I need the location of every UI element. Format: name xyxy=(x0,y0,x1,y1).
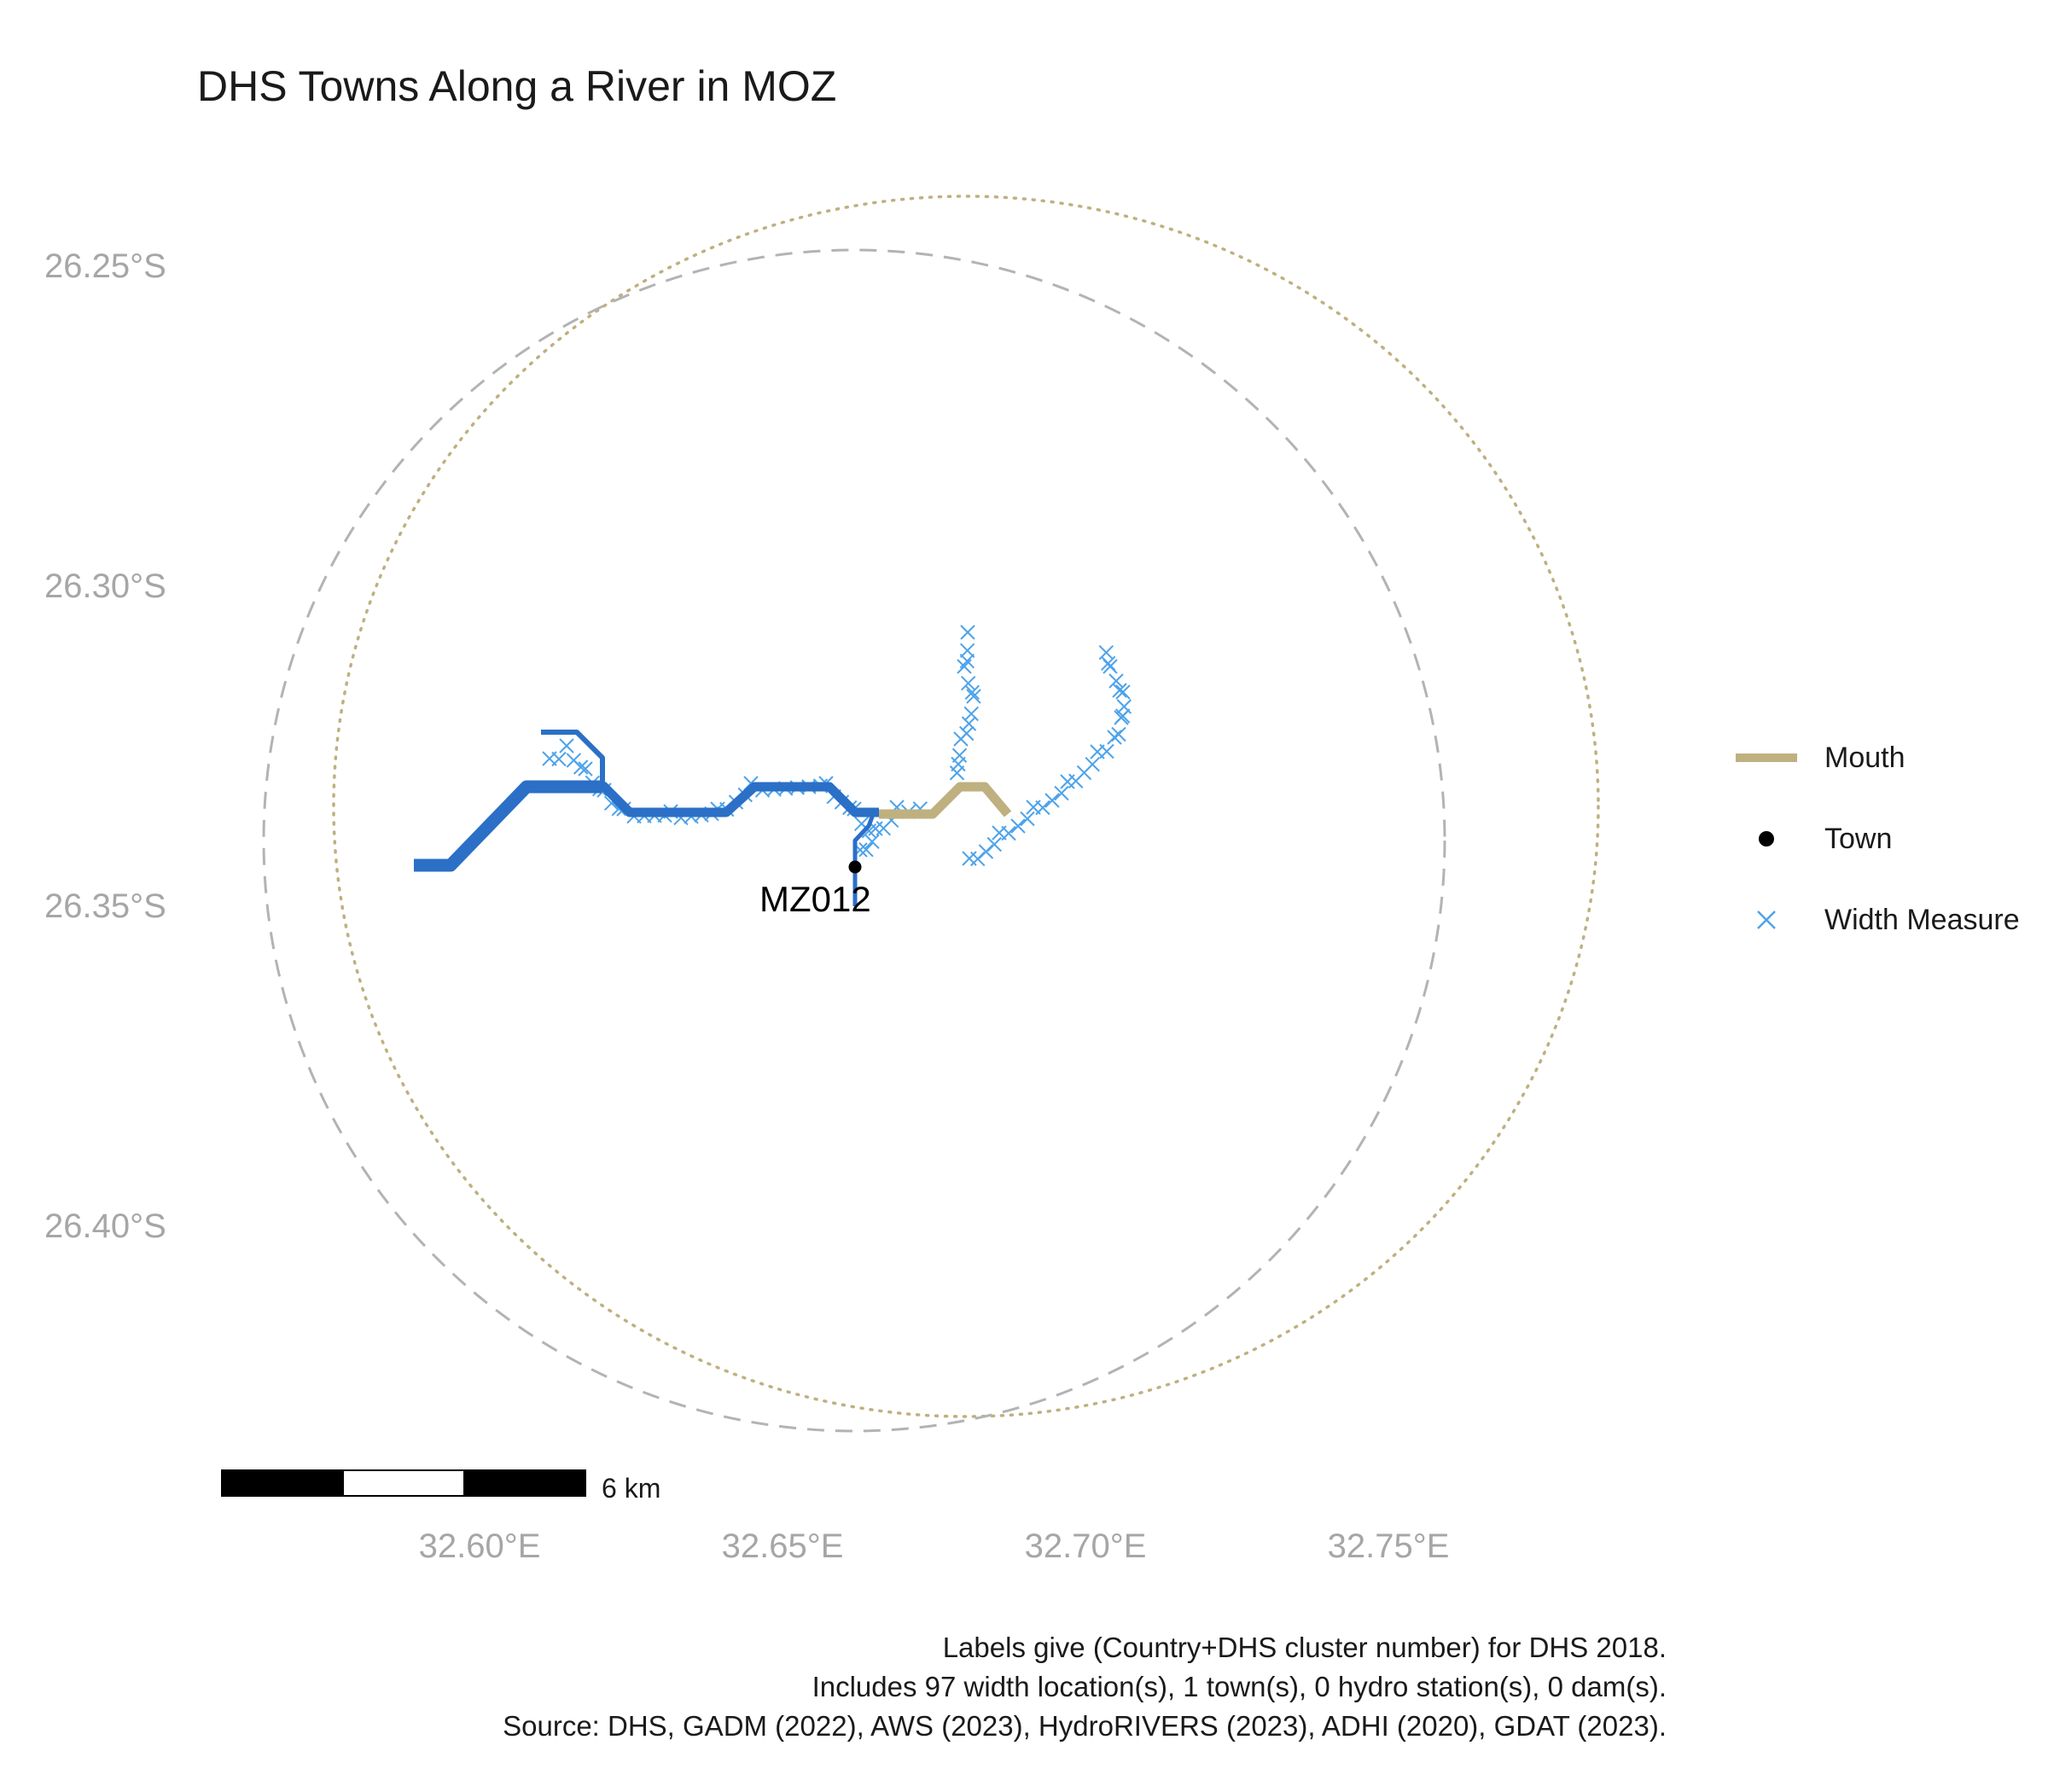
width-measure-marker xyxy=(960,625,975,640)
width-measure-marker xyxy=(1111,726,1126,742)
legend-item-mouth: Mouth xyxy=(1732,736,1905,779)
width-measure-marker xyxy=(1010,818,1026,834)
scale-bar-segment-1 xyxy=(221,1469,344,1497)
x-tick-label: 32.60°E xyxy=(418,1527,541,1565)
width-measure-marker xyxy=(986,836,1002,852)
mouth-line-icon xyxy=(1732,736,1801,779)
width-measure-marker xyxy=(858,841,874,858)
width-measure-marker xyxy=(1114,708,1131,724)
caption-line: Includes 97 width location(s), 1 town(s)… xyxy=(812,1671,1667,1702)
width-measure-marker xyxy=(964,684,980,701)
width-measure-marker xyxy=(1035,800,1050,816)
town-dot-icon xyxy=(1732,817,1801,860)
width-measure-marker xyxy=(1112,683,1127,698)
caption-line: Source: DHS, GADM (2022), AWS (2023), Hy… xyxy=(503,1710,1667,1742)
town-label: MZ012 xyxy=(759,879,871,919)
width-measure-marker xyxy=(1044,793,1060,808)
width-measure-marker xyxy=(959,653,975,669)
y-tick-label: 26.30°S xyxy=(44,567,166,605)
x-tick-label: 32.70°E xyxy=(1024,1527,1147,1565)
scale-bar xyxy=(221,1469,586,1497)
buffer-circle-dotted xyxy=(332,195,1600,1418)
width-measure-marker xyxy=(551,751,567,767)
width-measure-marker xyxy=(573,759,589,775)
town-point xyxy=(848,860,862,874)
width-measure-marker xyxy=(1116,699,1132,714)
legend-item-width-measure: Width Measure xyxy=(1732,899,2020,941)
width-measure-marker xyxy=(578,761,593,777)
x-tick-label: 32.75°E xyxy=(1327,1527,1450,1565)
caption-line: Labels give (Country+DHS cluster number)… xyxy=(942,1632,1667,1663)
width-measure-marker xyxy=(966,689,981,704)
width-measure-marker xyxy=(559,738,574,753)
map-title: DHS Towns Along a River in MOZ xyxy=(197,62,837,110)
width-measure-marker xyxy=(1098,644,1114,660)
width-measure-marker xyxy=(957,659,972,674)
width-measure-marker xyxy=(963,706,979,722)
width-measure-marker xyxy=(961,716,977,731)
legend-item-town: Town xyxy=(1732,817,1892,860)
width-measure-marker xyxy=(864,834,880,850)
width-measure-marker xyxy=(1108,673,1124,689)
legend-label: Width Measure xyxy=(1824,903,2020,936)
scale-bar-label: 6 km xyxy=(602,1473,661,1504)
buffer-circle-dashed xyxy=(262,248,1446,1433)
width-measure-marker xyxy=(1099,743,1114,759)
width-measure-marker xyxy=(1085,757,1100,772)
width-cross-icon xyxy=(1732,899,1801,941)
width-measure-marker xyxy=(953,731,969,747)
width-measure-marker xyxy=(949,765,965,781)
width-measure-marker xyxy=(1115,684,1131,700)
width-measure-marker xyxy=(960,675,976,691)
legend-label: Mouth xyxy=(1824,741,1905,774)
y-tick-label: 26.35°S xyxy=(44,887,166,925)
width-measure-marker xyxy=(1054,785,1069,801)
river-north-branch xyxy=(541,730,605,787)
river-mouth-segment xyxy=(879,782,1012,819)
y-tick-label: 26.40°S xyxy=(44,1207,166,1245)
scale-bar-segment-3 xyxy=(463,1469,586,1497)
width-measure-marker xyxy=(1020,811,1035,827)
river-channel xyxy=(552,782,879,817)
legend-label: Town xyxy=(1824,822,1893,855)
river-main-channel xyxy=(414,780,602,872)
river-layer xyxy=(414,730,1012,906)
y-tick-label: 26.25°S xyxy=(44,247,166,285)
width-measure-marker xyxy=(1107,730,1122,745)
scale-bar-segment-2 xyxy=(342,1469,465,1497)
caption: Labels give (Country+DHS cluster number)… xyxy=(503,1628,1667,1746)
width-measure-marker xyxy=(1001,825,1016,841)
width-measure-layer xyxy=(542,625,1132,867)
x-tick-label: 32.65°E xyxy=(721,1527,844,1565)
